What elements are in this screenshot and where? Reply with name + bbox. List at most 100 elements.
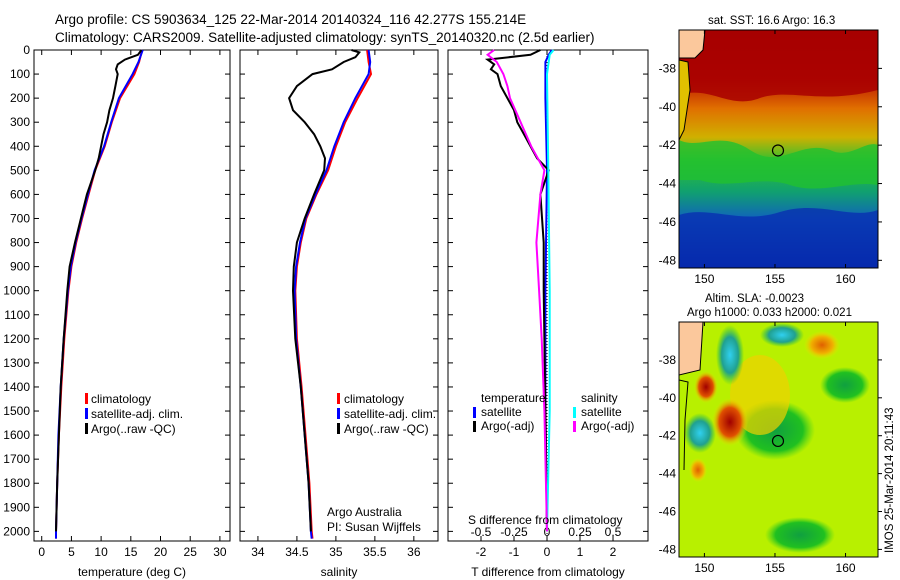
x-tick-label: 5 xyxy=(68,545,75,559)
x-tick-label: 34.5 xyxy=(285,545,309,559)
sst-map-frame xyxy=(678,29,879,269)
legend-label-t-satellite: satellite xyxy=(481,405,522,419)
salinity-panel: 34 34.5 35 35.5 36 salinity xyxy=(239,49,439,579)
s-tick-label: 0 xyxy=(544,525,551,539)
lat-tick-label: -44 xyxy=(659,177,677,191)
x-tick-label: 1 xyxy=(577,545,584,559)
y-tick-label: 0 xyxy=(23,43,30,57)
legend-label-climatology: climatology xyxy=(344,392,404,406)
lat-tick-label: -46 xyxy=(659,215,677,229)
sla-map: Altim. SLA: -0.0023 Argo h1000: 0.033 h2… xyxy=(659,293,882,575)
legend-swatch-t-satellite xyxy=(473,407,476,418)
x-tick-label: 36 xyxy=(407,545,421,559)
sst-map-title: sat. SST: 16.6 Argo: 16.3 xyxy=(708,15,835,27)
y-tick-label: 400 xyxy=(10,139,30,153)
legend-label-s-argo: Argo(-adj) xyxy=(581,419,634,433)
s-axis-label: S difference from climatology xyxy=(468,513,623,527)
x-tick-label: 25 xyxy=(184,545,198,559)
lat-tick-label: -44 xyxy=(659,467,677,481)
y-tick-label: 600 xyxy=(10,187,30,201)
x-tick-label: 15 xyxy=(124,545,138,559)
lat-tick-label: -40 xyxy=(659,391,677,405)
legend-label-climatology: climatology xyxy=(91,392,151,406)
y-tick-label: 1500 xyxy=(3,404,30,418)
lon-tick-label: 155 xyxy=(765,272,785,286)
legend-swatch-argo xyxy=(85,423,88,434)
x-tick-label: 35 xyxy=(329,545,343,559)
y-tick-label: 1200 xyxy=(3,332,30,346)
y-tick-label: 1600 xyxy=(3,428,30,442)
legend-swatch-argo xyxy=(337,423,340,434)
lat-tick-label: -40 xyxy=(659,100,677,114)
s-tick-label: -0.25 xyxy=(500,525,528,539)
lat-tick-label: -38 xyxy=(659,353,677,367)
coastline xyxy=(679,379,689,471)
argo-position-marker xyxy=(771,144,785,157)
land-region xyxy=(679,322,704,376)
x-tick-label: 20 xyxy=(154,545,168,559)
series-line-argo-raw-qc- xyxy=(55,49,143,532)
y-tick-label: 2000 xyxy=(3,524,30,538)
legend-swatch-climatology xyxy=(337,393,340,404)
x-tick-label: -1 xyxy=(509,545,520,559)
sla-low-eddy xyxy=(716,325,744,385)
sla-map-title-line2: Argo h1000: 0.033 h2000: 0.021 xyxy=(687,307,852,319)
x-tick-label: 0 xyxy=(544,545,551,559)
legend-swatch-s-argo xyxy=(573,421,576,432)
x-tick-label: 0 xyxy=(38,545,45,559)
x-tick-label: 34 xyxy=(251,545,265,559)
legend-label-argo: Argo(..raw -QC) xyxy=(344,422,429,436)
legend-title-temperature: temperature xyxy=(481,391,546,405)
x-tick-label: 35.5 xyxy=(363,545,387,559)
y-tick-label: 800 xyxy=(10,236,30,250)
x-axis-label: salinity xyxy=(321,565,358,579)
annotation-pi: PI: Susan Wijffels xyxy=(327,520,421,534)
difference-panel: -2 -1 0 1 2 T difference from climatology -0.5… xyxy=(447,49,649,579)
x-tick-label: -2 xyxy=(476,545,487,559)
lat-tick-label: -42 xyxy=(659,138,677,152)
sla-map-frame xyxy=(678,321,879,558)
difference-legend: temperature salinity satellite Argo(-adj… xyxy=(468,391,634,527)
lon-tick-label: 150 xyxy=(694,272,714,286)
legend-swatch-satellite xyxy=(337,408,340,419)
lat-tick-label: -42 xyxy=(659,429,677,443)
figure-title-line2: Climatology: CARS2009. Satellite-adjuste… xyxy=(55,30,595,45)
lat-tick-label: -48 xyxy=(659,253,677,267)
y-tick-label: 1000 xyxy=(3,284,30,298)
salinity-plot-frame xyxy=(239,49,439,542)
lon-tick-label: 160 xyxy=(836,272,856,286)
series-line-s-argo-adj- xyxy=(485,49,548,532)
lat-tick-label: -46 xyxy=(659,505,677,519)
legend-title-salinity: salinity xyxy=(581,391,618,405)
y-tick-label: 900 xyxy=(10,260,30,274)
land-region xyxy=(679,30,706,59)
salinity-legend: climatology satellite-adj. clim. Argo(..… xyxy=(327,392,436,534)
y-tick-label: 1400 xyxy=(3,380,30,394)
temperature-legend: climatology satellite-adj. clim. Argo(..… xyxy=(85,392,183,436)
sst-cold-region xyxy=(679,208,878,268)
lon-tick-label: 150 xyxy=(694,561,714,575)
imos-timestamp: IMOS 25-Mar-2014 20:11:43 xyxy=(884,407,896,553)
series-line-argo-raw-qc- xyxy=(288,49,362,532)
y-tick-label: 500 xyxy=(10,163,30,177)
y-tick-label: 300 xyxy=(10,115,30,129)
legend-label-satellite: satellite-adj. clim. xyxy=(91,407,183,421)
legend-swatch-s-satellite xyxy=(573,407,576,418)
sla-high-eddy xyxy=(712,398,748,446)
y-tick-label: 1800 xyxy=(3,476,30,490)
series-line-s-satellite xyxy=(545,49,555,532)
y-tick-label: 1900 xyxy=(3,500,30,514)
y-tick-label: 1100 xyxy=(4,308,30,322)
sla-map-title-line1: Altim. SLA: -0.0023 xyxy=(705,293,804,305)
lon-tick-label: 155 xyxy=(765,561,785,575)
legend-label-t-argo: Argo(-adj) xyxy=(481,419,534,433)
legend-swatch-satellite xyxy=(85,408,88,419)
y-tick-label: 1700 xyxy=(3,452,30,466)
y-tick-label: 100 xyxy=(10,67,30,81)
argo-position-marker xyxy=(771,434,785,448)
x-axis-label: temperature (deg C) xyxy=(78,565,186,579)
y-tick-label: 700 xyxy=(10,211,30,225)
coastline xyxy=(679,59,691,141)
s-tick-label: 0.5 xyxy=(605,525,622,539)
